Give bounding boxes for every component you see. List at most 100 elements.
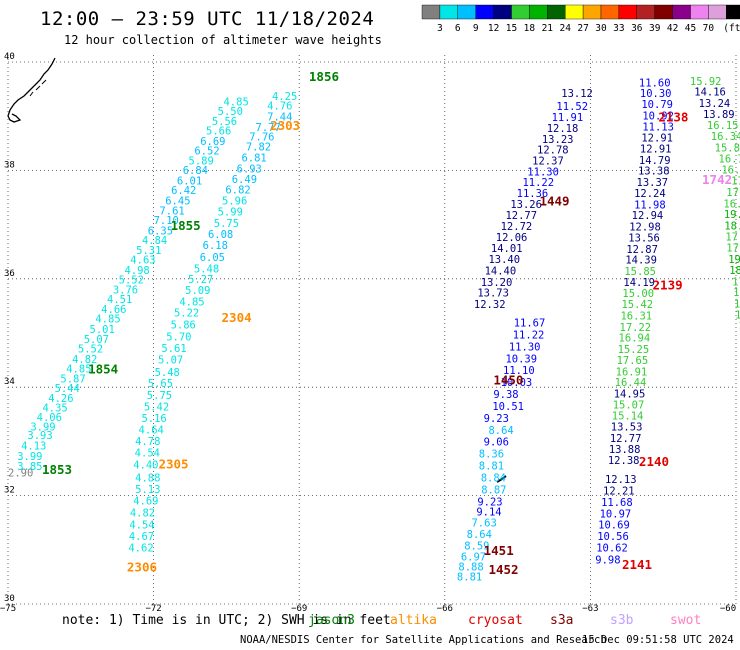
colorbar-swatch	[654, 4, 673, 20]
pass-id-label: 2306	[127, 559, 157, 574]
latitude-tick-label: 30	[4, 594, 15, 604]
swh-value-label: 4.78	[135, 436, 160, 448]
swh-value-label: 13.38	[638, 166, 670, 178]
swh-value-label: 12.98	[629, 222, 661, 234]
swh-value-label: 9.23	[477, 496, 502, 508]
swh-value-label: 14.01	[491, 243, 523, 255]
swh-value-label: 16.56	[723, 198, 740, 210]
swh-value-label: 3.99	[30, 422, 55, 434]
swh-value-label: 17.98	[726, 243, 740, 255]
pass-id-label: 1451	[484, 543, 514, 558]
latitude-tick-label: 34	[4, 377, 15, 387]
swh-value-label: 10.51	[492, 401, 524, 413]
swh-value-label: 11.10	[503, 365, 535, 377]
pass-id-label: 2304	[222, 310, 252, 325]
swh-value-label: 5.07	[84, 334, 109, 346]
swh-value-label: 6.05	[200, 252, 225, 264]
swh-value-label: 6.49	[232, 174, 257, 186]
latitude-labels: 30 32 34 36 38 40	[4, 52, 15, 604]
colorbar-tick-label: 24	[559, 23, 571, 34]
map-grid	[7, 55, 737, 605]
longitude-labels: −75 −72 −69 −66 −63 −60	[0, 604, 736, 614]
coastline	[7, 57, 507, 483]
swh-value-label: 4.40	[133, 460, 158, 472]
longitude-tick-label: −60	[720, 604, 736, 614]
colorbar-tick-label: 36	[631, 23, 643, 34]
swh-value-label: 12.77	[610, 433, 642, 445]
colorbar-swatch	[547, 4, 566, 20]
swh-value-label: 6.52	[194, 146, 219, 158]
swh-value-label: 4.85	[223, 96, 248, 108]
swh-value-label: 4.54	[135, 448, 160, 460]
swh-value-label: 4.76	[267, 101, 292, 113]
swh-value-label: 5.61	[161, 343, 186, 355]
swh-value-label: 11.91	[552, 112, 584, 124]
footer-note: note: 1) Time is in UTC; 2) SWH is in fe…	[62, 613, 391, 628]
swh-value-label: 6.69	[200, 136, 225, 148]
swh-value-label: 16.20	[721, 165, 740, 177]
swh-value-label: 8.84	[481, 473, 506, 485]
swh-value-label: 11.52	[556, 101, 588, 113]
swh-value-label: 8.87	[481, 484, 506, 496]
pass-id-label: 2141	[622, 557, 652, 572]
swh-value-label: 10.39	[505, 353, 537, 365]
swh-value-label: 7.44	[267, 112, 292, 124]
swh-value-label: 5.96	[222, 196, 247, 208]
legend-sat-cryosat: cryosat	[468, 613, 523, 628]
swh-value-label: 15.85	[624, 266, 656, 278]
swh-value-label: 5.86	[171, 320, 196, 332]
colorbar-tick-label: 30	[595, 23, 607, 34]
pass-labels: 1856 2303 1855 2304 1854 1853 2305 2306 1449 1450…	[42, 69, 732, 577]
swh-value-label: 16.71	[719, 153, 740, 165]
swh-value-label: 10.79	[641, 99, 673, 111]
swh-value-label: 12.87	[626, 244, 658, 256]
swh-value-label: 9.06	[484, 437, 509, 449]
colorbar-tick-label: 6	[455, 23, 461, 34]
swh-value-label: 4.25	[272, 91, 297, 103]
legend-sat-jason3: jason3	[308, 613, 355, 628]
pass-id-label: 2140	[639, 454, 669, 469]
swh-value-label: 4.63	[130, 255, 155, 267]
colorbar-swatch	[618, 4, 638, 20]
pass-id-label: 1856	[309, 69, 339, 84]
swh-value-label: 5.99	[218, 206, 243, 218]
colorbar-tick-label: 12	[488, 23, 499, 34]
swh-value-label: 13.56	[628, 232, 660, 244]
swh-value-label: 5.87	[60, 373, 85, 385]
swh-value-label: 14.95	[614, 388, 646, 400]
swh-value-label: 11.67	[514, 317, 546, 329]
swh-value-label: 10.03	[501, 377, 533, 389]
swh-value-label: 17.17	[735, 309, 740, 321]
swh-value-label: 12.72	[501, 221, 533, 233]
swh-value-label: 16.34	[711, 131, 740, 143]
swh-value-label: 4.82	[130, 508, 155, 520]
swh-value-label: 13.73	[477, 288, 509, 300]
swh-value-label: 10.30	[640, 88, 672, 100]
swh-value-label: 16.44	[615, 377, 647, 389]
swh-value-label: 16.91	[616, 366, 648, 378]
colorbar-tick-label: 39	[649, 23, 661, 34]
swh-value-label: 17.45	[725, 231, 740, 243]
longitude-tick-label: −72	[145, 604, 161, 614]
swh-value-label: 5.56	[212, 116, 237, 128]
legend-sat-altika: altika	[390, 613, 437, 628]
swh-value-label: 5.01	[90, 324, 115, 336]
swh-value-label: 4.98	[124, 265, 149, 277]
swh-value-label: 4.64	[139, 424, 164, 436]
swh-value-label: 4.35	[42, 403, 67, 415]
swh-value-label: 4.06	[37, 412, 62, 424]
legend-sat-swot: swot	[670, 613, 702, 628]
swh-value-label: 14.40	[485, 265, 517, 277]
swh-value-label: 11.98	[634, 199, 666, 211]
swh-value-label: 13.24	[699, 98, 731, 110]
swh-value-label: 19.14	[724, 209, 740, 221]
swh-value-label: 5.50	[218, 106, 243, 118]
swh-value-label: 12.78	[537, 145, 569, 157]
swh-value-label: 12.91	[641, 133, 673, 145]
swh-value-label: 11.30	[527, 166, 559, 178]
swh-value-label: 11.36	[517, 188, 549, 200]
colorbar-tick-label: 33	[613, 23, 624, 34]
colorbar-tick-label: 15	[506, 23, 517, 34]
colorbar-swatch	[457, 4, 476, 20]
